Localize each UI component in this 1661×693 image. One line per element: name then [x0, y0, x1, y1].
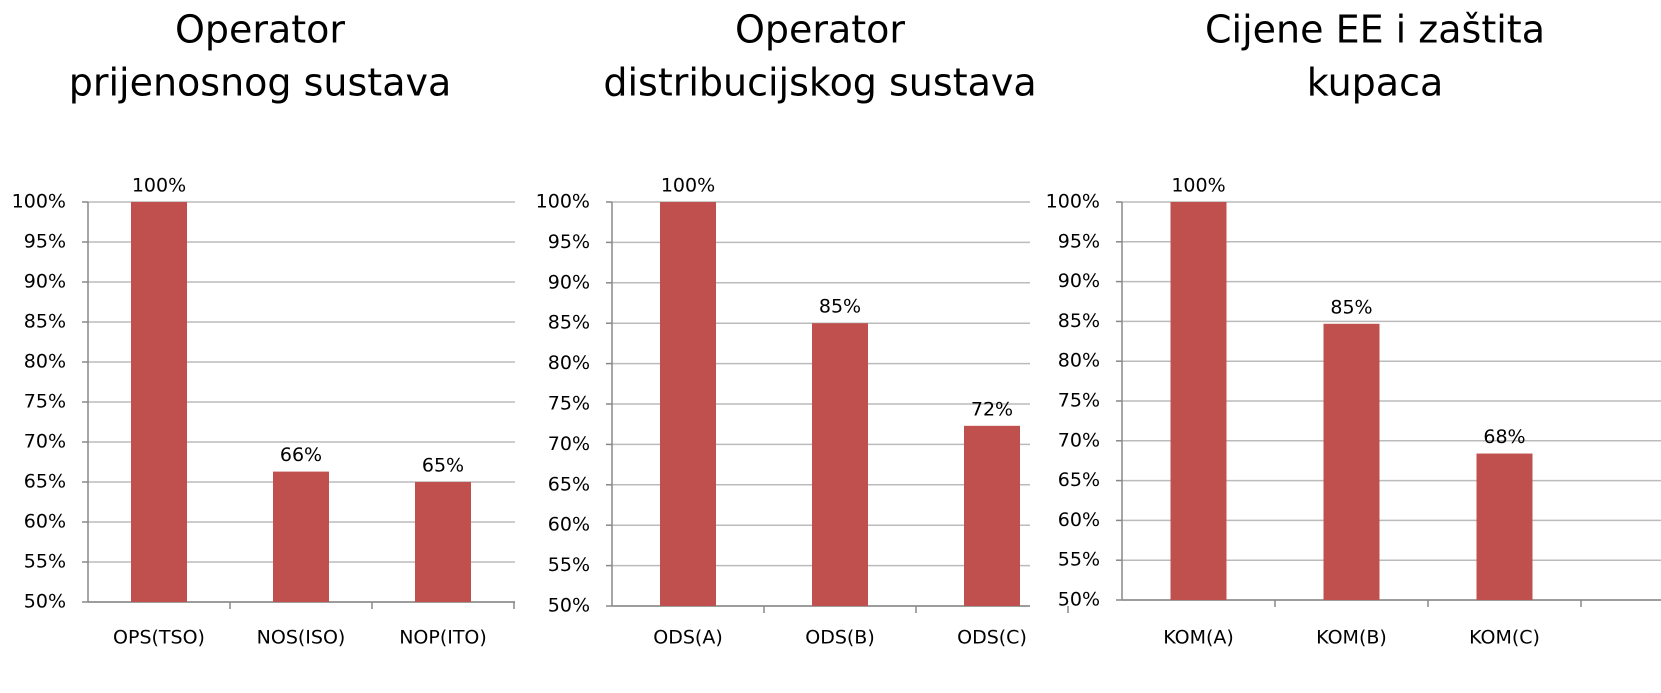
y-tick-label: 80% — [1058, 350, 1100, 372]
bar — [415, 482, 471, 602]
y-tick-label: 50% — [548, 595, 590, 617]
y-tick-label: 90% — [1058, 270, 1100, 292]
bar — [964, 425, 1020, 606]
y-tick-label: 75% — [548, 393, 590, 415]
x-tick-label: ODS(B) — [805, 627, 875, 649]
y-tick-label: 90% — [548, 271, 590, 293]
chart-title: kupaca — [1307, 61, 1444, 105]
y-tick-label: 85% — [24, 311, 66, 333]
data-label: 100% — [132, 175, 186, 197]
y-tick-label: 50% — [1058, 589, 1100, 611]
y-tick-label: 65% — [1058, 469, 1100, 491]
y-tick-label: 95% — [1058, 230, 1100, 252]
bar — [273, 471, 329, 602]
y-tick-label: 95% — [548, 231, 590, 253]
bar — [1170, 202, 1227, 600]
y-tick-label: 100% — [12, 191, 66, 213]
bar — [131, 202, 187, 602]
y-tick-label: 100% — [536, 191, 590, 213]
data-label: 85% — [1330, 296, 1372, 318]
y-tick-label: 100% — [1046, 191, 1100, 213]
data-label: 100% — [661, 175, 715, 197]
x-tick-label: NOP(ITO) — [399, 627, 487, 649]
y-tick-label: 90% — [24, 271, 66, 293]
chart-title: Operator — [175, 8, 345, 52]
y-tick-label: 70% — [24, 431, 66, 453]
y-tick-label: 65% — [548, 473, 590, 495]
bar — [1323, 323, 1380, 600]
y-tick-label: 60% — [548, 514, 590, 536]
x-tick-label: ODS(A) — [653, 627, 722, 649]
y-tick-label: 75% — [24, 391, 66, 413]
chart-title: distribucijskog sustava — [603, 61, 1036, 105]
y-tick-label: 55% — [24, 551, 66, 573]
y-tick-label: 60% — [24, 511, 66, 533]
bar — [660, 202, 716, 606]
y-tick-label: 55% — [1058, 549, 1100, 571]
data-label: 85% — [819, 296, 861, 318]
y-tick-label: 50% — [24, 591, 66, 613]
data-label: 66% — [280, 444, 322, 466]
chart-title: prijenosnog sustava — [69, 61, 452, 105]
x-tick-label: OPS(TSO) — [113, 627, 205, 649]
data-label: 100% — [1171, 175, 1225, 197]
y-tick-label: 75% — [1058, 390, 1100, 412]
chart-title: Operator — [735, 8, 905, 52]
data-label: 68% — [1483, 426, 1525, 448]
data-label: 72% — [971, 398, 1013, 420]
y-tick-label: 70% — [548, 433, 590, 455]
bar — [1476, 453, 1533, 600]
x-tick-label: KOM(A) — [1163, 627, 1234, 649]
y-tick-label: 85% — [1058, 310, 1100, 332]
y-tick-label: 85% — [548, 312, 590, 334]
x-tick-label: ODS(C) — [957, 627, 1027, 649]
chart-title: Cijene EE i zaštita — [1205, 8, 1545, 52]
y-tick-label: 95% — [24, 231, 66, 253]
y-tick-label: 70% — [1058, 429, 1100, 451]
y-tick-label: 80% — [24, 351, 66, 373]
y-tick-label: 60% — [1058, 509, 1100, 531]
y-tick-label: 55% — [548, 554, 590, 576]
x-tick-label: KOM(B) — [1316, 627, 1387, 649]
data-label: 65% — [422, 455, 464, 477]
x-tick-label: NOS(ISO) — [257, 627, 346, 649]
y-tick-label: 65% — [24, 471, 66, 493]
bar — [812, 323, 868, 606]
y-tick-label: 80% — [548, 352, 590, 374]
x-tick-label: KOM(C) — [1469, 627, 1540, 649]
